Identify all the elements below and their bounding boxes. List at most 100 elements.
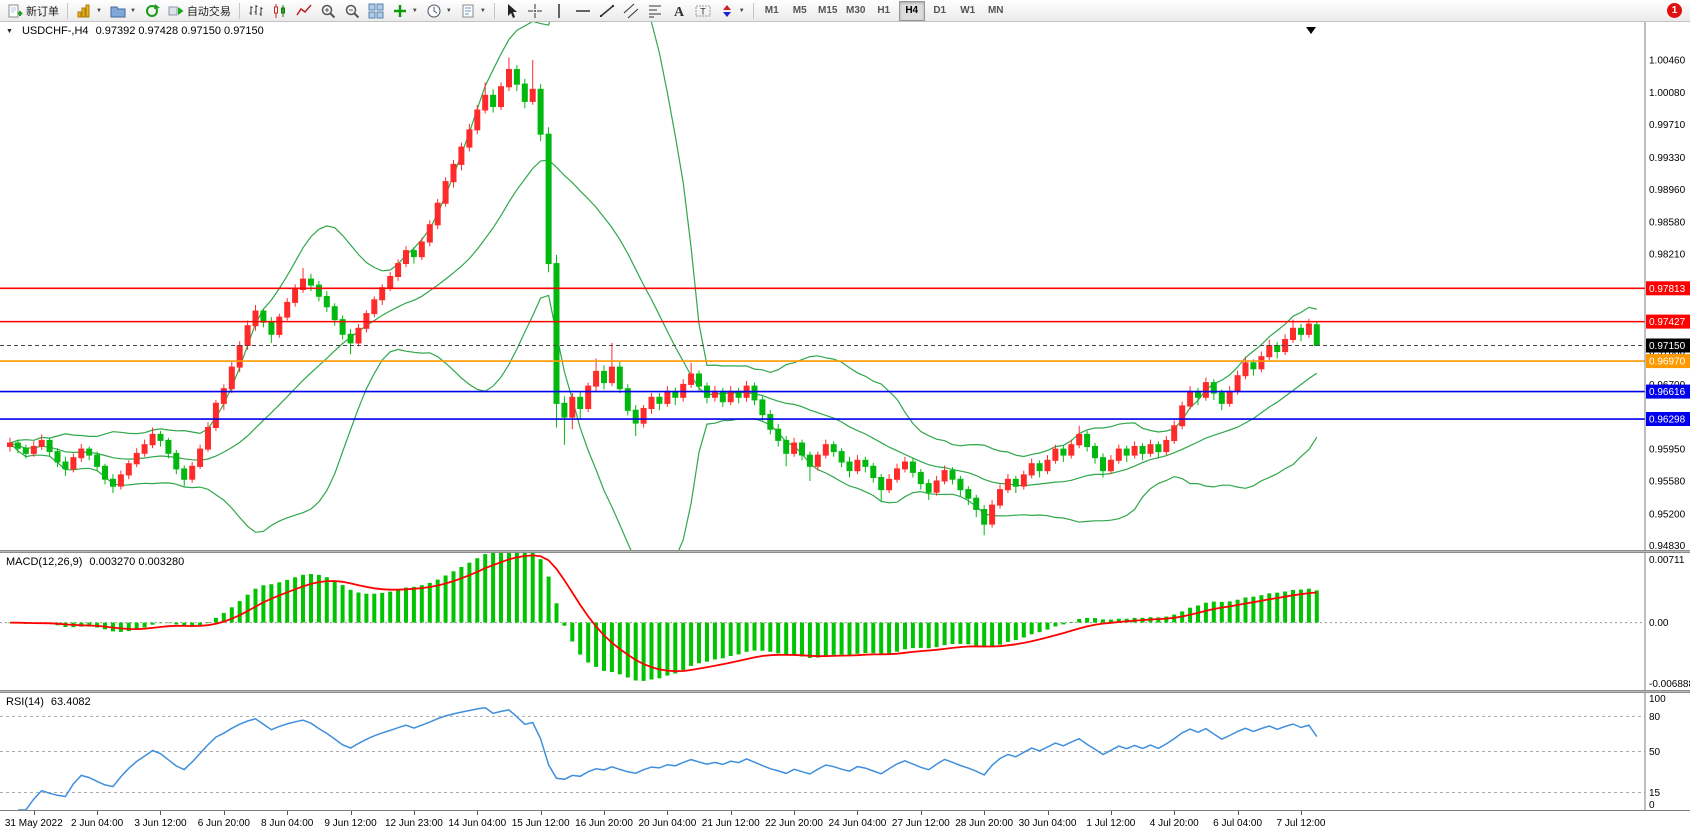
- vertical-line-button[interactable]: [547, 0, 571, 22]
- channel-button[interactable]: [619, 0, 643, 22]
- indicators-button[interactable]: ▼: [388, 0, 422, 22]
- price-tag: [1646, 314, 1690, 329]
- time-axis-label: 9 Jun 12:00: [324, 818, 377, 829]
- tile-windows-icon: [368, 3, 384, 19]
- rsi-canvas[interactable]: 100 80 50 150: [0, 693, 1690, 810]
- time-axis-tick: [857, 811, 859, 815]
- time-axis-tick: [604, 811, 605, 815]
- chart-shift-marker[interactable]: [1306, 27, 1316, 34]
- bollinger-middle-band[interactable]: [9, 159, 1318, 487]
- timeframe-w1-button[interactable]: W1: [960, 5, 976, 16]
- trendline-button[interactable]: [595, 0, 619, 22]
- panel-splitter[interactable]: [0, 550, 1690, 553]
- timeframe-h4-button[interactable]: H4: [898, 0, 925, 21]
- chevron-down-icon: ▼: [479, 7, 486, 14]
- time-axis-label: 16 Jun 20:00: [575, 818, 633, 829]
- timeframe-m15-button[interactable]: M15: [817, 5, 838, 16]
- toolbar-separator: [238, 2, 240, 19]
- macd-panel: 0.00711 0.00 -0.006888 MACD(12,26,9) 0.003…: [0, 553, 1690, 690]
- fibonacci-button[interactable]: [643, 0, 667, 22]
- zoom-out-icon: [344, 3, 360, 19]
- time-axis-tick: [97, 811, 99, 815]
- macd-axis-label: 0.00: [1649, 618, 1669, 629]
- price-axis-label: 0.98960: [1649, 185, 1686, 196]
- price-tag-label: 0.96616: [1649, 387, 1686, 398]
- bar-chart-icon: [248, 3, 264, 19]
- timeframe-mn-button[interactable]: MN: [987, 5, 1004, 16]
- text-button[interactable]: A: [667, 0, 691, 22]
- bollinger-lower-band[interactable]: [9, 294, 1318, 550]
- time-axis-label: 22 Jun 20:00: [765, 818, 823, 829]
- time-axis-label: 20 Jun 04:00: [638, 818, 697, 829]
- line-chart-button[interactable]: [292, 0, 316, 22]
- vertical-line-icon: [551, 3, 567, 19]
- toolbar-separator: [67, 2, 68, 19]
- main-chart-canvas[interactable]: 1.00460 1.00080 0.99710 0.99330 0.98960 0.985…: [0, 22, 1690, 550]
- time-axis-tick: [413, 811, 415, 815]
- chevron-down-icon: ▼: [129, 7, 136, 14]
- price-tag-label: 0.96298: [1649, 415, 1686, 426]
- cursor-button[interactable]: [499, 0, 523, 22]
- cursor-icon: [503, 3, 519, 19]
- time-axis-tick: [667, 811, 669, 815]
- time-axis-tick: [730, 811, 732, 815]
- price-axis-label: 0.98580: [1649, 218, 1686, 229]
- fibonacci-icon: [647, 3, 663, 19]
- time-axis-tick: [1300, 811, 1302, 815]
- autotrade-button[interactable]: 自动交易: [164, 0, 235, 22]
- chevron-down-icon: ▼: [96, 7, 102, 14]
- time-axis-tick: [33, 811, 35, 815]
- crosshair-button[interactable]: [523, 0, 547, 22]
- new-order-icon: [7, 3, 23, 19]
- zoom-in-button[interactable]: [316, 0, 340, 22]
- horizontal-line-button[interactable]: [571, 0, 595, 22]
- chevron-down-icon: ▼: [411, 7, 418, 14]
- time-axis-tick: [920, 811, 922, 815]
- news-badge[interactable]: 1: [1667, 3, 1682, 18]
- new-chart-button[interactable]: ▼: [72, 0, 106, 22]
- timeframe-m5-button[interactable]: M5: [792, 5, 807, 16]
- time-axis-tick: [1237, 811, 1239, 815]
- panel-splitter[interactable]: [0, 690, 1690, 693]
- time-axis-tick: [160, 811, 162, 815]
- bar-chart-button[interactable]: [244, 0, 268, 22]
- price-axis-label: 0.98210: [1649, 250, 1686, 261]
- toolbar: 新订单 ▼ ▼ 自动交易 ▼ ▼ ▼ A T ▼ M1 M5 M15 M30 H1 H4 D1 W1 MN 1: [0, 0, 1690, 22]
- time-axis-tick: [1174, 811, 1176, 815]
- candlestick-chart-icon: [272, 3, 288, 19]
- timeframe-d1-button[interactable]: D1: [933, 5, 947, 16]
- candlestick-chart-button[interactable]: [268, 0, 292, 22]
- bid-price-tag-label: 0.97150: [1649, 341, 1686, 352]
- horizontal-line-icon: [575, 3, 591, 19]
- line-chart-icon: [296, 3, 312, 19]
- rsi-axis-label: 50: [1649, 747, 1661, 758]
- timeframe-m1-button[interactable]: M1: [764, 5, 779, 16]
- svg-text:A: A: [674, 5, 685, 19]
- time-axis-tick: [287, 811, 289, 815]
- refresh-button[interactable]: [140, 0, 164, 22]
- price-axis-label: 0.95580: [1649, 477, 1686, 488]
- macd-canvas[interactable]: 0.00711 0.00 -0.006888: [0, 553, 1690, 690]
- tile-windows-button[interactable]: [364, 0, 388, 22]
- profiles-button[interactable]: ▼: [106, 0, 140, 22]
- rsi-panel: 100 80 50 15 0 RSI(14) 63.4082: [0, 693, 1690, 810]
- text-label-icon: T: [695, 3, 711, 19]
- price-tag: [1646, 412, 1690, 426]
- new-order-button[interactable]: 新订单: [3, 0, 63, 22]
- zoom-out-button[interactable]: [340, 0, 364, 22]
- timeframe-m30-button[interactable]: M30: [845, 5, 866, 16]
- text-icon: A: [671, 3, 687, 19]
- periods-button[interactable]: ▼: [422, 0, 456, 22]
- time-axis-label: 4 Jul 20:00: [1149, 818, 1199, 829]
- templates-button[interactable]: ▼: [456, 0, 490, 22]
- bollinger-upper-band[interactable]: [9, 22, 1317, 458]
- time-axis-tick: [794, 811, 796, 815]
- timeframe-h1-button[interactable]: H1: [877, 5, 891, 16]
- arrows-icon: [719, 3, 735, 19]
- time-axis-label: 8 Jun 04:00: [261, 818, 314, 829]
- text-label-button[interactable]: T: [691, 0, 715, 22]
- time-axis[interactable]: 31 May 2022 2 Jun 04:00 3 Jun 12:00 6 Jun 2…: [0, 810, 1690, 836]
- macd-axis-label: 0.00711: [1649, 555, 1685, 566]
- arrows-button[interactable]: ▼: [715, 0, 749, 22]
